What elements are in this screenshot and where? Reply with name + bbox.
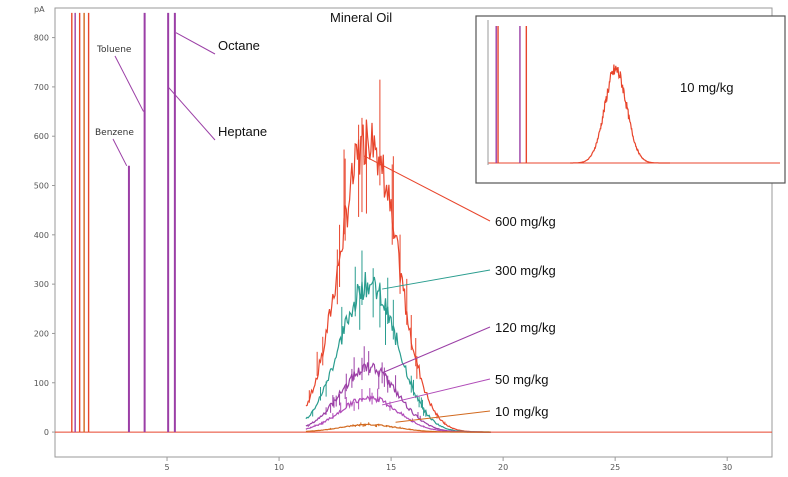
x-tick-label: 20: [498, 463, 508, 472]
y-tick-label: 100: [34, 379, 49, 388]
chart-title: Mineral Oil: [330, 10, 392, 25]
y-tick-label: 800: [34, 34, 49, 43]
y-tick-label: 700: [34, 83, 49, 92]
series-line: [305, 423, 491, 433]
series-pointer: [382, 269, 491, 290]
solvent-label: Heptane: [218, 124, 267, 139]
x-tick-label: 15: [386, 463, 396, 472]
solvent-pointer: [114, 55, 144, 112]
solvent-pointer: [167, 86, 216, 141]
series-label: 600 mg/kg: [495, 214, 556, 229]
series-pointer: [395, 410, 491, 423]
y-tick-label: 300: [34, 280, 49, 289]
y-tick-label: 0: [44, 428, 49, 437]
series-line: [305, 119, 491, 433]
series-pointer: [381, 326, 491, 374]
inset-chart: 10 mg/kg: [475, 15, 786, 184]
series-pointer: [382, 378, 491, 406]
solvent-label: Benzene: [95, 128, 134, 138]
solvent-pointer: [112, 138, 128, 167]
y-unit-label: pA: [34, 5, 45, 14]
x-tick-label: 10: [274, 463, 284, 472]
series-pointer: [363, 155, 491, 222]
inset-series-line: [570, 64, 670, 164]
y-tick-label: 400: [34, 231, 49, 240]
series-label: 300 mg/kg: [495, 263, 556, 278]
inset-frame: [475, 15, 786, 184]
solvent-pointer: [175, 32, 216, 55]
y-tick-label: 600: [34, 132, 49, 141]
solvent-label: Octane: [218, 38, 260, 53]
series-label: 50 mg/kg: [495, 372, 548, 387]
x-tick-label: 5: [164, 463, 169, 472]
y-tick-label: 200: [34, 329, 49, 338]
solvent-label: Toluene: [96, 45, 132, 55]
plot-area: 0 100 200 300 400 500 600 700 800 5 10 15 20 25 30 600 …: [34, 7, 773, 472]
x-tick-label: 25: [610, 463, 620, 472]
series-label: 120 mg/kg: [495, 320, 556, 335]
inset-label: 10 mg/kg: [680, 80, 733, 95]
series-label: 10 mg/kg: [495, 404, 548, 419]
y-tick-label: 500: [34, 182, 49, 191]
x-tick-label: 30: [722, 463, 732, 472]
